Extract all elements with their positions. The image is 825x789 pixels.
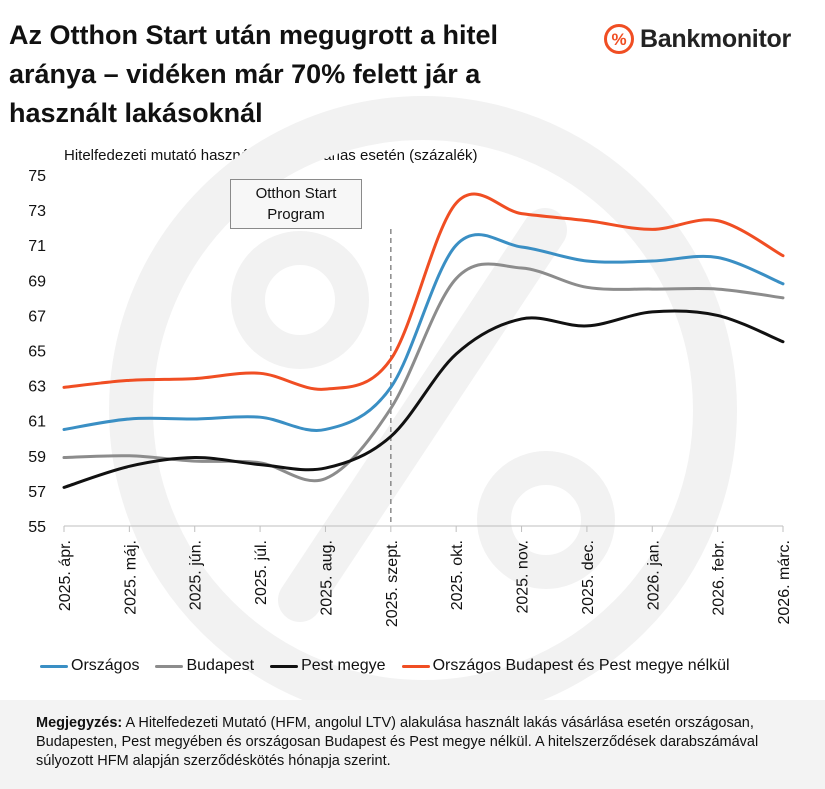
legend-label: Budapest bbox=[186, 657, 255, 674]
series-line-budapest bbox=[62, 262, 785, 483]
x-tick-label: 2025. szept. bbox=[384, 540, 401, 627]
chart-title: Az Otthon Start után megugrott a hitel a… bbox=[9, 20, 498, 128]
legend-item: Országos Budapest és Pest megye nélkül bbox=[401, 657, 730, 675]
x-tick-label: 2025. jún. bbox=[188, 540, 205, 610]
percent-icon: % bbox=[604, 24, 634, 54]
x-tick-label: 2025. dec. bbox=[580, 540, 597, 615]
y-tick-label: 59 bbox=[28, 449, 46, 466]
watermark-dot-bottom bbox=[477, 451, 615, 589]
legend-swatch bbox=[40, 664, 68, 668]
legend-swatch bbox=[155, 664, 184, 668]
x-tick-label: 2025. okt. bbox=[449, 540, 466, 610]
watermark-slash bbox=[278, 208, 567, 622]
x-axis: 2025. ápr. 2025. máj. 2025. jún. 2025. júl.… bbox=[57, 525, 793, 627]
y-tick-label: 75 bbox=[28, 168, 46, 185]
legend-label: Országos Budapest és Pest megye nélkül bbox=[432, 657, 730, 674]
y-tick-label: 61 bbox=[28, 414, 46, 431]
legend: Országos Budapest Pest megye Országos Bu… bbox=[40, 657, 730, 675]
line-chart: 55 57 59 61 63 65 67 69 71 73 75 2025. ápr. 2025. m… bbox=[28, 96, 793, 700]
legend-label: Országos bbox=[71, 657, 140, 674]
legend-item: Budapest bbox=[155, 657, 254, 675]
x-tick-label: 2026. márc. bbox=[776, 540, 793, 624]
y-tick-label: 69 bbox=[28, 273, 46, 290]
series-lines bbox=[62, 192, 785, 489]
footnote-text: A Hitelfedezeti Mutató (HFM, angolul LTV… bbox=[36, 715, 759, 769]
legend-label: Pest megye bbox=[301, 657, 386, 674]
y-axis: 55 57 59 61 63 65 67 69 71 73 75 bbox=[28, 168, 46, 536]
annotation-box: Otthon Start Program bbox=[230, 179, 362, 229]
legend-swatch bbox=[401, 664, 430, 668]
footnote-label: Megjegyzés: bbox=[36, 715, 123, 731]
legend-swatch bbox=[270, 664, 299, 668]
x-tick-label: 2026. febr. bbox=[711, 540, 728, 616]
x-tick-label: 2025. ápr. bbox=[57, 540, 74, 611]
percent-watermark bbox=[109, 96, 737, 700]
series-line-orszagos bbox=[62, 233, 785, 432]
x-tick-label: 2025. júl. bbox=[253, 540, 270, 605]
annotation-line-2: Program bbox=[267, 206, 325, 223]
footnote: Megjegyzés: A Hitelfedezeti Mutató (HFM,… bbox=[36, 714, 806, 771]
y-tick-label: 57 bbox=[28, 484, 46, 501]
y-tick-label: 63 bbox=[28, 379, 46, 396]
watermark-ring bbox=[109, 96, 737, 700]
y-tick-label: 65 bbox=[28, 344, 46, 361]
series-line-orszagos-budapest-es-pest-megye-nelkul bbox=[62, 192, 785, 391]
x-tick-label: 2026. jan. bbox=[645, 540, 662, 610]
chart-panel: Az Otthon Start után megugrott a hitel a… bbox=[9, 20, 793, 700]
legend-item: Pest megye bbox=[270, 657, 386, 675]
annotation-line-1: Otthon Start bbox=[255, 185, 337, 202]
footnote-panel: Megjegyzés: A Hitelfedezeti Mutató (HFM,… bbox=[0, 700, 825, 789]
y-tick-label: 55 bbox=[28, 519, 46, 536]
x-tick-label: 2025. aug. bbox=[318, 540, 335, 616]
brand-name: Bankmonitor bbox=[640, 24, 791, 53]
series-line-pest-megye bbox=[62, 309, 785, 489]
brand-logo: % Bankmonitor bbox=[604, 21, 791, 57]
x-tick-label: 2025. máj. bbox=[122, 540, 139, 615]
legend-item: Országos bbox=[40, 657, 139, 675]
y-tick-label: 71 bbox=[28, 238, 46, 255]
watermark-dot-top bbox=[231, 231, 369, 369]
y-tick-label: 73 bbox=[28, 203, 46, 220]
x-tick-label: 2025. nov. bbox=[515, 540, 532, 614]
y-tick-label: 67 bbox=[28, 308, 46, 325]
